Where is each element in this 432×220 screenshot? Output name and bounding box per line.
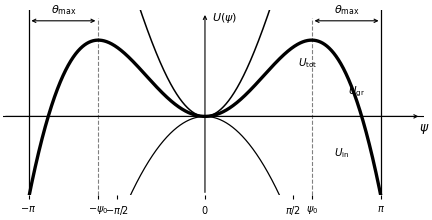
Text: $\psi$: $\psi$: [419, 123, 429, 136]
Text: $U_{\rm in}$: $U_{\rm in}$: [334, 146, 349, 160]
Text: $\theta_{\rm max}$: $\theta_{\rm max}$: [334, 4, 359, 17]
Text: $U_{\rm gr}$: $U_{\rm gr}$: [348, 85, 365, 99]
Text: $\theta_{\rm max}$: $\theta_{\rm max}$: [51, 4, 76, 17]
Text: $U(\psi)$: $U(\psi)$: [212, 11, 237, 25]
Text: $U_{\rm tot}$: $U_{\rm tot}$: [298, 56, 317, 70]
